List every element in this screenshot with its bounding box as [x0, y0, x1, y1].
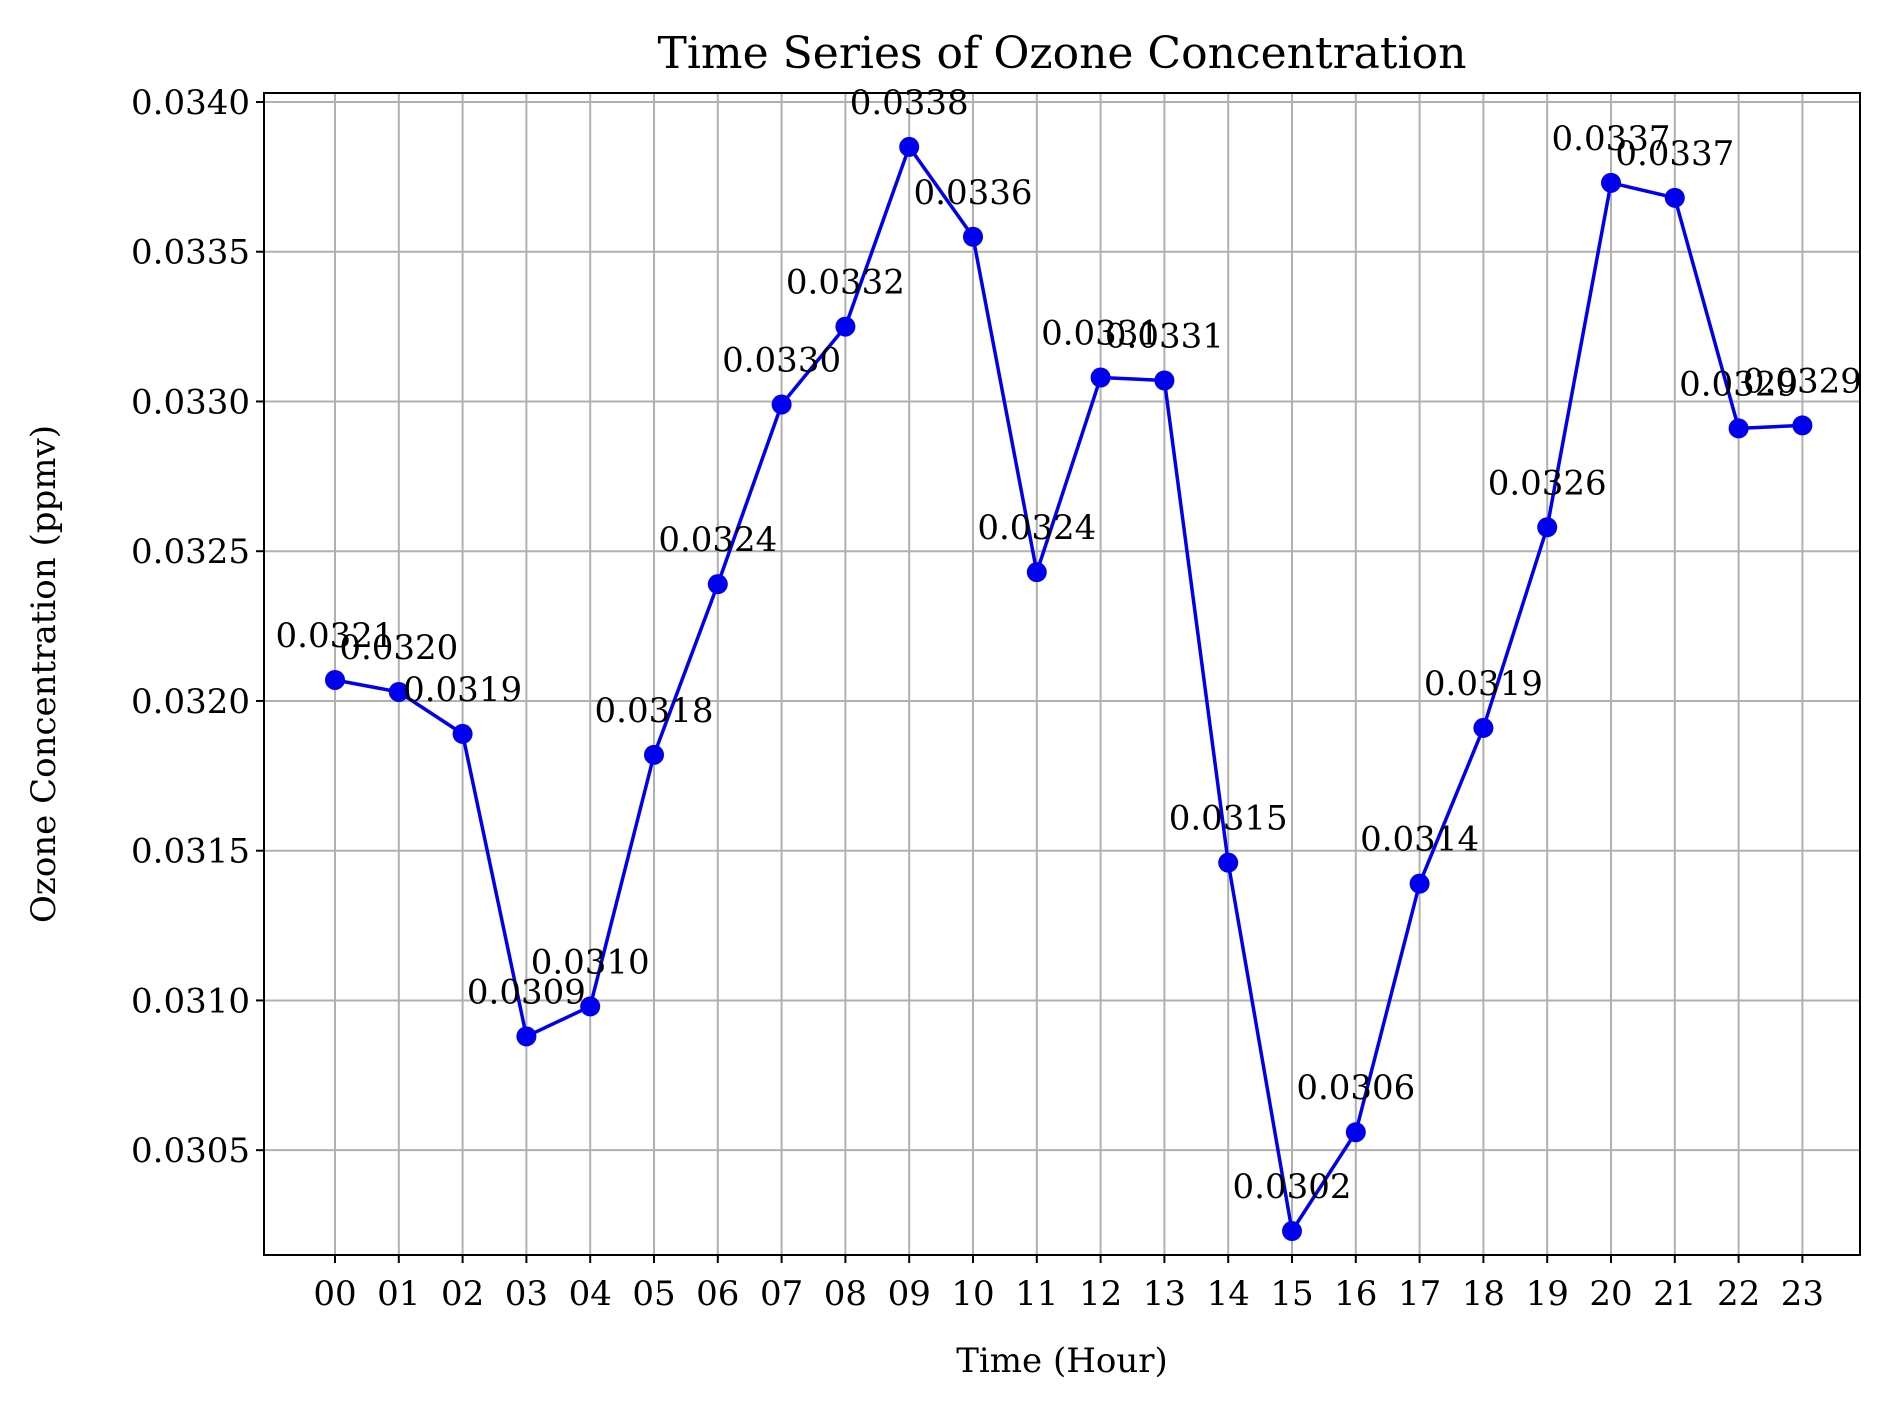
data-point [835, 316, 856, 337]
x-tick-label: 18 [1462, 1274, 1505, 1314]
data-label: 0.0309 [467, 972, 586, 1012]
y-tick-label: 0.0320 [131, 682, 250, 722]
x-tick-label: 03 [505, 1274, 548, 1314]
x-tick-label: 02 [441, 1274, 484, 1314]
data-point [1409, 873, 1430, 894]
data-point [1026, 562, 1047, 583]
plot-frame [263, 92, 1861, 1256]
y-tick-label: 0.0310 [131, 981, 250, 1021]
data-point [452, 723, 473, 744]
data-label: 0.0318 [595, 691, 714, 731]
data-point [1664, 187, 1685, 208]
x-tick-label: 05 [632, 1274, 675, 1314]
data-point [1345, 1122, 1366, 1143]
data-label: 0.0336 [914, 173, 1033, 213]
data-point [1218, 852, 1239, 873]
x-tick-label: 16 [1334, 1274, 1377, 1314]
data-label: 0.0324 [658, 520, 777, 560]
grid-layer [264, 93, 1860, 1255]
data-label: 0.0306 [1296, 1068, 1415, 1108]
data-label: 0.0331 [1041, 314, 1160, 354]
label-layer: 0.03210.03200.03190.03090.03100.03180.03… [276, 83, 1862, 1207]
data-point [1282, 1221, 1302, 1242]
data-point [1154, 370, 1175, 391]
data-point [707, 574, 728, 595]
data-label: 0.0324 [977, 508, 1096, 548]
data-label: 0.0314 [1360, 820, 1479, 860]
data-label: 0.0337 [1552, 119, 1671, 159]
data-label: 0.0326 [1488, 463, 1607, 503]
series-line [334, 145, 1803, 1233]
data-point [580, 996, 601, 1017]
x-tick-label: 08 [824, 1274, 867, 1314]
data-label: 0.0332 [786, 263, 905, 303]
data-point [1792, 415, 1813, 436]
tick-layer: 00 01 02 03 04 05 06 07 08 09 10 11 12 13 14 15 16 17 18 19… [131, 83, 1824, 1314]
data-point [771, 394, 792, 415]
data-point [1090, 367, 1111, 388]
x-axis-label: Time (Hour) [956, 1341, 1168, 1381]
x-tick-label: 22 [1717, 1274, 1760, 1314]
data-label: 0.0321 [276, 616, 395, 656]
x-tick-label: 07 [760, 1274, 803, 1314]
x-tick-label: 11 [1015, 1274, 1058, 1314]
data-label: 0.0319 [1424, 664, 1543, 704]
data-label: 0.0338 [850, 83, 969, 123]
x-tick-label: 01 [377, 1274, 420, 1314]
data-point [899, 136, 920, 157]
data-label: 0.0329 [1679, 364, 1798, 404]
y-tick-label: 0.0330 [131, 382, 250, 422]
data-label: 0.0337 [1615, 134, 1734, 174]
y-tick-label: 0.0325 [131, 532, 250, 572]
x-tick-label: 10 [951, 1274, 994, 1314]
data-point [1537, 517, 1558, 538]
x-tick-label: 14 [1207, 1274, 1250, 1314]
data-point [963, 226, 983, 247]
y-tick-label: 0.0305 [131, 1131, 250, 1171]
x-tick-label: 20 [1589, 1274, 1632, 1314]
data-point [1601, 172, 1621, 193]
x-tick-label: 15 [1270, 1274, 1313, 1314]
data-label: 0.0315 [1169, 799, 1288, 839]
data-label: 0.0330 [722, 340, 841, 380]
x-tick-label: 23 [1781, 1274, 1824, 1314]
data-label: 0.0319 [403, 670, 522, 710]
data-point [644, 744, 664, 765]
x-tick-label: 21 [1653, 1274, 1696, 1314]
data-point [1473, 717, 1494, 738]
x-tick-label: 17 [1398, 1274, 1441, 1314]
data-label: 0.0329 [1743, 361, 1862, 401]
y-tick-label: 0.0315 [131, 832, 250, 872]
x-tick-label: 06 [696, 1274, 739, 1314]
x-tick-label: 12 [1079, 1274, 1122, 1314]
point-layer [325, 136, 1813, 1242]
data-label: 0.0310 [531, 942, 650, 982]
data-label: 0.0320 [339, 628, 458, 668]
x-tick-label: 09 [888, 1274, 931, 1314]
x-tick-label: 13 [1143, 1274, 1186, 1314]
data-point [516, 1026, 537, 1047]
data-label: 0.0331 [1105, 317, 1224, 357]
y-axis-label: Ozone Concentration (ppmv) [24, 425, 64, 923]
data-label: 0.0302 [1233, 1167, 1352, 1207]
data-point [325, 669, 345, 690]
data-point [388, 681, 409, 702]
x-tick-label: 19 [1526, 1274, 1569, 1314]
x-tick-label: 00 [313, 1274, 356, 1314]
y-tick-label: 0.0335 [131, 233, 250, 273]
y-tick-label: 0.0340 [131, 83, 250, 123]
line-layer [334, 145, 1803, 1233]
data-point [1728, 418, 1749, 439]
x-tick-label: 04 [569, 1274, 612, 1314]
chart-title: Time Series of Ozone Concentration [658, 28, 1467, 79]
